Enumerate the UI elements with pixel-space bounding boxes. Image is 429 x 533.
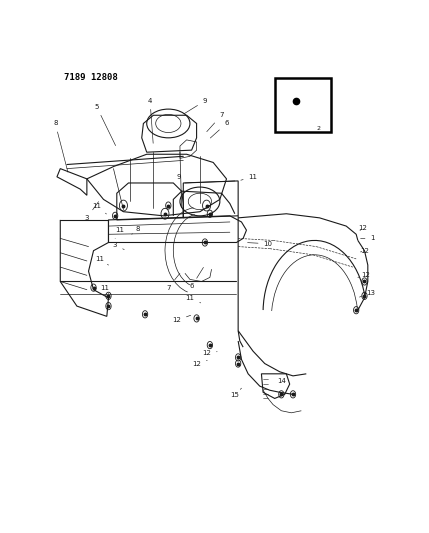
Text: 13: 13 bbox=[360, 289, 376, 297]
Text: 11: 11 bbox=[241, 174, 257, 180]
Text: 6: 6 bbox=[210, 120, 229, 138]
Bar bbox=[275, 78, 331, 132]
Text: 12: 12 bbox=[358, 225, 367, 231]
Text: 11: 11 bbox=[101, 285, 110, 294]
Text: 8: 8 bbox=[53, 120, 68, 172]
Text: 7189 12808: 7189 12808 bbox=[63, 74, 118, 83]
Text: 2: 2 bbox=[317, 126, 320, 131]
Text: 3: 3 bbox=[85, 201, 99, 221]
Text: 11: 11 bbox=[96, 256, 109, 265]
Text: 11: 11 bbox=[92, 203, 106, 214]
Text: 15: 15 bbox=[230, 388, 242, 398]
Text: 5: 5 bbox=[95, 104, 115, 146]
Text: 8: 8 bbox=[132, 226, 140, 235]
Text: 7: 7 bbox=[166, 273, 180, 290]
Text: 11: 11 bbox=[115, 227, 124, 238]
Text: 6: 6 bbox=[189, 268, 203, 289]
Text: 12: 12 bbox=[192, 360, 207, 367]
Text: 11: 11 bbox=[185, 295, 201, 303]
Text: 12: 12 bbox=[358, 272, 371, 278]
Text: 10: 10 bbox=[248, 241, 272, 247]
Text: 4: 4 bbox=[148, 98, 153, 143]
Text: 12: 12 bbox=[172, 316, 190, 324]
Text: 9: 9 bbox=[176, 174, 183, 185]
Text: 3: 3 bbox=[113, 243, 124, 249]
Text: 7: 7 bbox=[207, 112, 224, 132]
Text: 1: 1 bbox=[361, 236, 375, 241]
Text: 12: 12 bbox=[202, 350, 217, 356]
Text: 14: 14 bbox=[277, 378, 286, 384]
Text: 9: 9 bbox=[184, 98, 207, 114]
Text: 12: 12 bbox=[360, 248, 369, 254]
